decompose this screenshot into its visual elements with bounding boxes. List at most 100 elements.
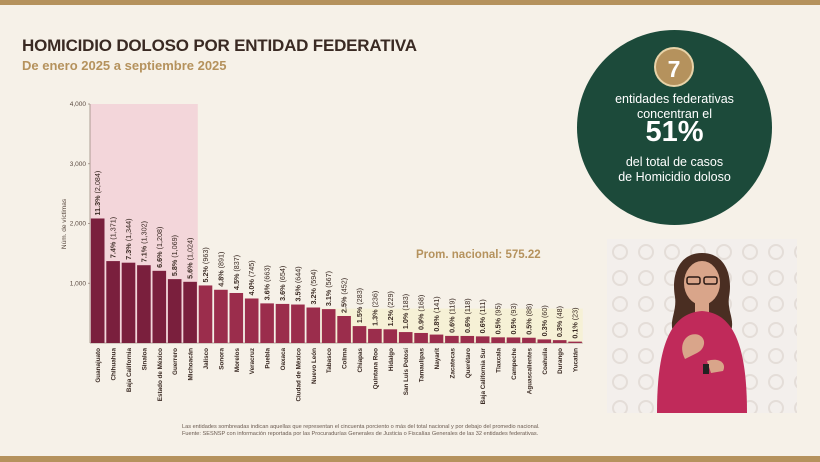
x-category-label: Michoacán: [188, 348, 195, 381]
data-label: 5.2% (963): [201, 247, 210, 282]
x-category-label: Veracruz: [249, 348, 256, 374]
x-category-label: Oaxaca: [280, 348, 287, 371]
callout-line-bottom-2: de Homicidio doloso: [618, 170, 731, 184]
bar-aguascalientes: [522, 337, 536, 343]
callout-line-top-1: entidades federativas: [615, 92, 734, 106]
data-label: 0.6% (118): [463, 298, 472, 333]
x-category-label: Puebla: [265, 348, 272, 369]
national-average-label: Prom. nacional: 575.22: [416, 249, 541, 261]
data-label: 3.5% (644): [293, 266, 302, 301]
callout-percent: 51%: [645, 116, 704, 148]
bar-durango: [552, 340, 567, 343]
bar-morelos: [229, 292, 244, 343]
x-category-label: Nayarit: [434, 347, 441, 369]
top-accent-bar: [0, 0, 820, 5]
data-label: 7.4% (1,371): [109, 217, 118, 258]
data-label: 0.6% (111): [478, 299, 487, 333]
x-category-label: Nuevo León: [311, 348, 318, 384]
bar-san-luis-potos-: [398, 332, 413, 343]
x-category-label: Jalisco: [203, 348, 210, 370]
sign-language-interpreter: [607, 239, 797, 413]
callout-line-bottom-1: del total de casos: [625, 155, 724, 169]
footnote-line-2: Fuente: SESNSP con información reportada…: [182, 431, 539, 437]
bar-guanajuato: [90, 218, 105, 343]
x-category-label: Estado de México: [157, 348, 164, 401]
x-category-label: Morelos: [234, 348, 241, 373]
bar-tabasco: [321, 309, 336, 343]
y-axis-label: Núm. de víctimas: [61, 198, 68, 249]
data-label: 0.8% (141): [432, 296, 441, 331]
bar-sinaloa: [137, 265, 151, 343]
data-label: 2.5% (452): [340, 278, 349, 313]
x-category-label: Yucatán: [573, 348, 580, 372]
x-category-label: Baja California: [126, 348, 133, 393]
y-tick-label: 3,000: [70, 161, 87, 168]
bar-coahuila: [537, 339, 552, 343]
callout-text-top: entidades federativas concentran el: [577, 92, 772, 122]
data-label: 3.2% (594): [309, 269, 318, 304]
x-category-label: San Luis Potosí: [403, 348, 410, 395]
bar-baja-california-sur: [475, 336, 490, 343]
data-label: 0.5% (95): [494, 303, 503, 334]
x-category-label: Zacatecas: [449, 348, 456, 379]
bar-nayarit: [429, 334, 444, 343]
data-label: 4.8% (891): [216, 252, 225, 287]
x-category-label: Tamaulipas: [419, 348, 426, 383]
x-category-label: Quintana Roo: [372, 348, 379, 389]
x-category-label: Aguascalientes: [526, 348, 533, 395]
data-label: 1.0% (183): [401, 294, 410, 329]
callout-line-top-2: concentran el: [636, 107, 713, 121]
bar-estado-de-m-xico: [152, 270, 167, 343]
bar-quer-taro: [460, 335, 475, 343]
data-label: 5.8% (1,069): [170, 235, 179, 276]
bar-campeche: [506, 337, 521, 343]
y-tick-label: 1,000: [70, 280, 87, 287]
bar-yucat-n: [568, 341, 582, 343]
x-category-label: Chiapas: [357, 348, 364, 373]
data-label: 1.2% (229): [386, 291, 395, 326]
chart-title: HOMICIDIO DOLOSO POR ENTIDAD FEDERATIVA: [22, 36, 417, 55]
data-label: 4.5% (837): [232, 255, 241, 290]
bar-oaxaca: [275, 303, 290, 343]
bar-zacatecas: [445, 335, 459, 343]
bar-chihuahua: [106, 261, 120, 343]
x-category-label: Ciudad de México: [295, 348, 302, 402]
data-label: 5.6% (1,024): [186, 238, 195, 279]
bar-veracruz: [244, 298, 259, 343]
callout-text-bottom: del total de casos de Homicidio doloso: [577, 155, 772, 185]
data-label: 3.1% (567): [324, 271, 333, 306]
footnote: Las entidades sombreadas indican aquella…: [182, 424, 602, 438]
bar-guerrero: [167, 279, 182, 343]
chart-subtitle: De enero 2025 a septiembre 2025: [22, 58, 227, 73]
data-label: 0.3% (48): [555, 306, 564, 337]
footnote-line-1: Las entidades sombreadas indican aquella…: [182, 424, 540, 430]
x-category-label: Colima: [342, 348, 349, 369]
data-label: 0.6% (119): [447, 298, 456, 333]
x-category-label: Coahuila: [542, 348, 549, 375]
data-label: 0.3% (60): [540, 305, 549, 336]
x-category-label: Sonora: [218, 348, 225, 370]
bar-ciudad-de-m-xico: [291, 304, 305, 343]
bar-chiapas: [352, 326, 367, 343]
data-label: 1.5% (283): [355, 288, 364, 323]
data-label: 0.9% (168): [417, 295, 426, 330]
bar-sonora: [214, 289, 228, 343]
data-label: 0.5% (88): [524, 304, 533, 335]
data-label: 11.3% (2,084): [93, 171, 102, 216]
summary-callout: 7 entidades federativas concentran el 51%…: [577, 30, 772, 225]
data-label: 6.6% (1,208): [155, 227, 164, 268]
data-label: 4.0% (745): [247, 260, 256, 295]
y-tick-label: 4,000: [70, 101, 87, 108]
bar-tlaxcala: [491, 337, 505, 343]
bar-jalisco: [198, 285, 213, 343]
bar-puebla: [260, 303, 274, 343]
x-category-label: Sinaloa: [141, 348, 148, 371]
data-label: 7.1% (1,302): [139, 221, 148, 262]
x-category-label: Hidalgo: [388, 348, 395, 371]
bar-michoac-n: [183, 281, 197, 343]
bar-colima: [337, 315, 351, 343]
x-category-label: Guerrero: [172, 348, 179, 375]
data-label: 0.1% (23): [571, 307, 580, 338]
x-category-label: Chihuahua: [111, 348, 118, 381]
